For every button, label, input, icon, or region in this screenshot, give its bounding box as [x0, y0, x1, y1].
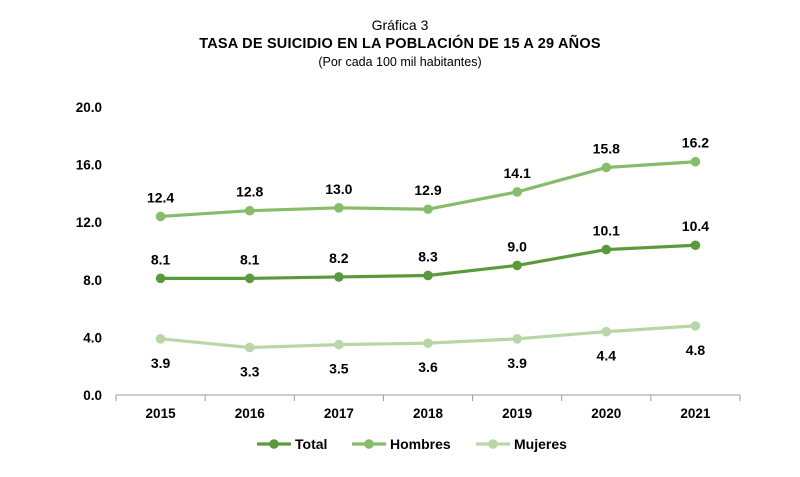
chart-title: TASA DE SUICIDIO EN LA POBLACIÓN DE 15 A…	[199, 36, 601, 52]
data-label-total: 8.1	[240, 251, 260, 267]
y-tick-label: 16.0	[76, 158, 102, 173]
data-label-mujeres: 3.9	[151, 355, 171, 371]
data-point-mujeres	[334, 339, 344, 350]
data-label-hombres: 13.0	[325, 181, 352, 197]
data-label-hombres: 12.8	[236, 184, 263, 200]
data-point-mujeres	[512, 334, 522, 344]
x-tick-label: 2020	[591, 406, 621, 421]
data-point-total	[690, 240, 701, 251]
data-point-hombres	[690, 156, 701, 167]
data-point-mujeres	[244, 342, 255, 353]
data-point-hombres	[334, 203, 344, 213]
data-label-mujeres: 4.4	[597, 348, 617, 364]
data-label-total: 8.3	[418, 248, 438, 264]
y-tick-label: 4.0	[83, 330, 102, 345]
x-tick-label: 2017	[324, 406, 354, 421]
data-point-hombres	[423, 204, 433, 215]
data-point-mujeres	[423, 338, 433, 348]
y-tick-label: 20.0	[76, 100, 102, 115]
x-tick-label: 2015	[146, 406, 177, 421]
data-label-hombres: 14.1	[504, 165, 531, 181]
data-label-total: 10.4	[682, 218, 709, 234]
data-point-mujeres	[601, 326, 612, 337]
x-tick-label: 2021	[680, 406, 711, 421]
x-tick-label: 2018	[413, 406, 444, 421]
data-label-hombres: 15.8	[593, 140, 620, 156]
data-label-total: 8.2	[329, 250, 349, 266]
data-label-total: 8.1	[151, 251, 171, 267]
data-label-total: 9.0	[507, 238, 527, 254]
data-point-mujeres	[155, 334, 166, 344]
data-point-total	[512, 260, 522, 271]
data-point-hombres	[155, 211, 166, 222]
y-tick-label: 12.0	[76, 215, 102, 230]
data-point-total	[334, 272, 344, 282]
data-label-hombres: 12.9	[414, 182, 441, 198]
legend-label-mujeres: Mujeres	[514, 436, 567, 452]
data-point-total	[155, 273, 166, 284]
data-label-hombres: 12.4	[147, 189, 174, 205]
legend-marker-total	[269, 439, 279, 449]
data-label-mujeres: 4.8	[686, 342, 706, 358]
chart-subtitle: (Por cada 100 mil habitantes)	[318, 55, 482, 69]
legend-label-total: Total	[295, 436, 327, 452]
data-label-mujeres: 3.5	[329, 361, 349, 377]
legend-marker-mujeres	[488, 439, 498, 449]
data-point-total	[244, 273, 255, 284]
data-label-mujeres: 3.9	[507, 355, 527, 371]
data-label-hombres: 16.2	[682, 135, 709, 151]
data-point-hombres	[512, 187, 522, 197]
data-label-mujeres: 3.6	[418, 359, 438, 375]
data-label-total: 10.1	[593, 223, 620, 239]
x-tick-label: 2019	[502, 406, 532, 421]
x-tick-label: 2016	[235, 406, 266, 421]
legend-marker-hombres	[364, 439, 374, 449]
data-point-total	[423, 270, 433, 281]
data-label-mujeres: 3.3	[240, 363, 260, 379]
y-tick-label: 0.0	[83, 388, 102, 403]
y-tick-label: 8.0	[83, 273, 102, 288]
data-point-hombres	[244, 205, 255, 216]
chart-supertitle: Gráfica 3	[371, 17, 429, 33]
data-point-total	[601, 244, 612, 255]
data-point-hombres	[601, 162, 612, 173]
data-point-mujeres	[690, 321, 701, 331]
legend-label-hombres: Hombres	[390, 436, 451, 452]
